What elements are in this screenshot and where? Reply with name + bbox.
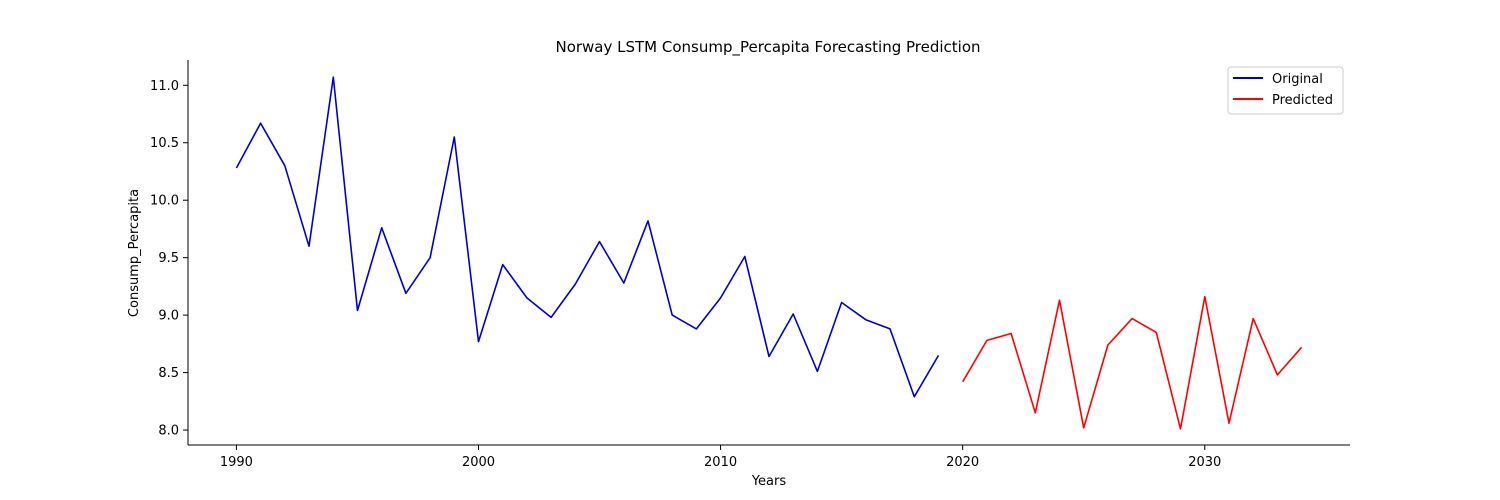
x-tick-label: 2000	[462, 455, 495, 470]
y-axis-ticks: 8.0 8.5 9.0 9.5 10.0 10.5 11.0	[150, 79, 188, 439]
x-tick-label: 2030	[1188, 455, 1221, 470]
series-line-original	[235, 76, 940, 398]
series-line-predicted	[962, 295, 1303, 430]
legend-label-predicted: Predicted	[1272, 93, 1333, 108]
legend-label-original: Original	[1272, 72, 1323, 87]
x-axis-ticks: 1990 2000 2010 2020 2030	[220, 445, 1221, 470]
y-tick-label: 8.0	[158, 424, 179, 439]
y-tick-label: 11.0	[150, 79, 179, 94]
y-tick-label: 9.5	[158, 251, 179, 266]
y-axis-label: Consump_Percapita	[127, 189, 142, 317]
y-tick-label: 10.5	[150, 136, 179, 151]
y-tick-label: 9.0	[158, 309, 179, 324]
y-tick-label: 8.5	[158, 366, 179, 381]
x-tick-label: 2020	[946, 455, 979, 470]
y-tick-label: 10.0	[150, 194, 179, 209]
x-tick-label: 1990	[220, 455, 253, 470]
plot-series-group	[235, 76, 1303, 430]
chart-title: Norway LSTM Consump_Percapita Forecastin…	[555, 38, 980, 57]
legend: Original Predicted	[1227, 66, 1344, 115]
x-tick-label: 2010	[704, 455, 737, 470]
x-axis-label: Years	[751, 474, 787, 489]
